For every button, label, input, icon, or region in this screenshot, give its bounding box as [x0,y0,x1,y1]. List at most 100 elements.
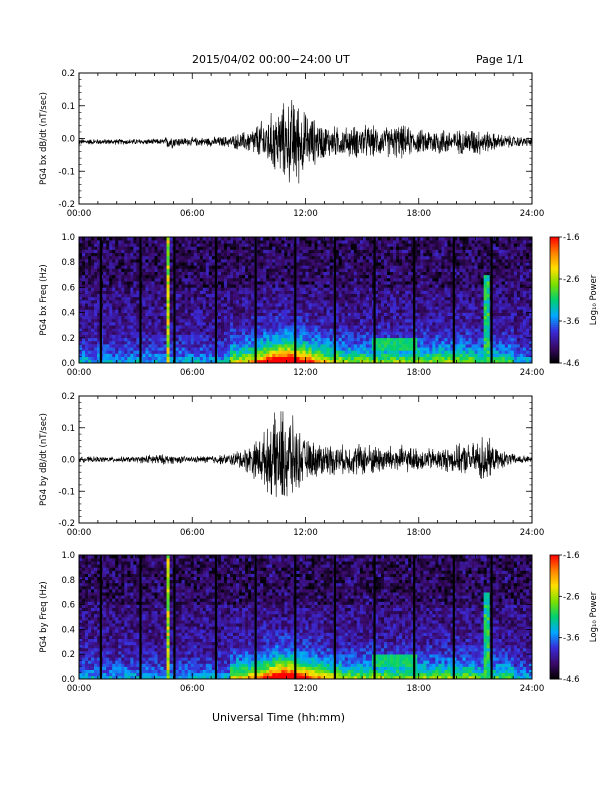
heatmap-cell [374,344,379,348]
heatmap-cell [163,347,167,351]
heatmap-cell [368,337,373,342]
heatmap-cell [368,309,373,313]
heatmap-cell [381,252,385,257]
heatmap-cell [314,315,318,320]
heatmap-cell [311,271,315,276]
heatmap-cell [387,303,391,307]
heatmap-cell [97,318,101,323]
heatmap-cell [196,296,201,301]
heatmap-cell [133,246,137,250]
heatmap-cell [308,243,312,247]
heatmap-cell [226,287,231,291]
heatmap-cell [193,350,198,354]
heatmap-cell [299,344,303,348]
heatmap-cell [426,243,430,247]
heatmap-cell [85,328,89,332]
heatmap-cell [356,306,361,310]
heatmap-cell [356,322,361,326]
heatmap-cell [106,306,110,310]
heatmap-cell [94,265,98,269]
heatmap-cell [317,296,321,301]
heatmap-cell [387,293,391,298]
heatmap-cell [251,243,255,247]
heatmap-cell [157,328,161,332]
heatmap-cell [311,237,315,241]
heatmap-cell [130,325,134,329]
heatmap-cell [175,350,179,354]
heatmap-cell [444,309,448,313]
heatmap-cell [429,268,433,272]
heatmap-cell [435,347,439,351]
heatmap-cell [260,318,264,323]
heatmap-cell [390,262,394,266]
heatmap-cell [344,287,349,291]
heatmap-cell [257,296,261,301]
heatmap-cell [157,268,161,272]
heatmap-cell [377,309,382,313]
heatmap-cell [387,252,391,257]
heatmap-cell [263,331,267,335]
heatmap-cell [196,290,201,294]
heatmap-cell [426,300,430,304]
heatmap-cell [91,334,95,339]
heatmap-cell [263,296,267,301]
heatmap-cell [269,337,273,342]
heatmap-cell [387,237,391,241]
heatmap-cell [338,296,343,301]
heatmap-cell [184,259,189,263]
heatmap-cell [444,255,448,260]
heatmap-cell [205,325,210,329]
heatmap-cell [151,287,155,291]
heatmap-cell [103,268,107,272]
heatmap-cell [305,340,309,345]
heatmap-cell [133,268,137,272]
heatmap-cell [233,300,237,304]
heatmap-cell [396,290,400,294]
heatmap-cell [130,271,134,276]
heatmap-cell [257,240,261,244]
heatmap-cell [299,300,303,304]
heatmap-cell [163,337,167,342]
heatmap-cell [435,306,439,310]
heatmap-cell [441,240,445,244]
heatmap-cell [444,315,448,320]
heatmap-cell [377,274,382,279]
heatmap-cell [166,296,170,301]
heatmap-cell [356,268,361,272]
heatmap-cell [429,328,433,332]
heatmap-cell [296,353,300,357]
heatmap-cell [82,277,86,282]
heatmap-cell [290,252,294,257]
heatmap-cell [362,356,367,361]
heatmap-cell [438,303,442,307]
heatmap-cell [91,259,95,263]
heatmap-cell [260,293,264,298]
heatmap-cell [257,359,261,364]
heatmap-cell [236,331,240,335]
heatmap-cell [275,312,279,317]
heatmap-cell [420,318,424,323]
heatmap-cell [305,350,309,354]
heatmap-cell [359,340,364,345]
heatmap-cell [239,337,243,342]
heatmap-cell [438,240,442,244]
heatmap-cell [260,287,264,291]
heatmap-cell [133,309,137,313]
heatmap-cell [384,237,388,241]
heatmap-cell [142,328,146,332]
heatmap-cell [365,271,370,276]
heatmap-cell [405,347,409,351]
heatmap-cell [91,243,95,247]
heatmap-cell [242,303,246,307]
heatmap-cell [199,306,204,310]
heatmap-cell [181,303,185,307]
heatmap-cell [103,328,107,332]
heatmap-cell [82,259,86,263]
heatmap-cell [112,306,116,310]
heatmap-cell [287,293,291,298]
heatmap-cell [223,255,228,260]
heatmap-cell [287,265,291,269]
heatmap-cell [202,293,207,298]
heatmap-cell [217,322,222,326]
heatmap-cell [85,274,89,279]
